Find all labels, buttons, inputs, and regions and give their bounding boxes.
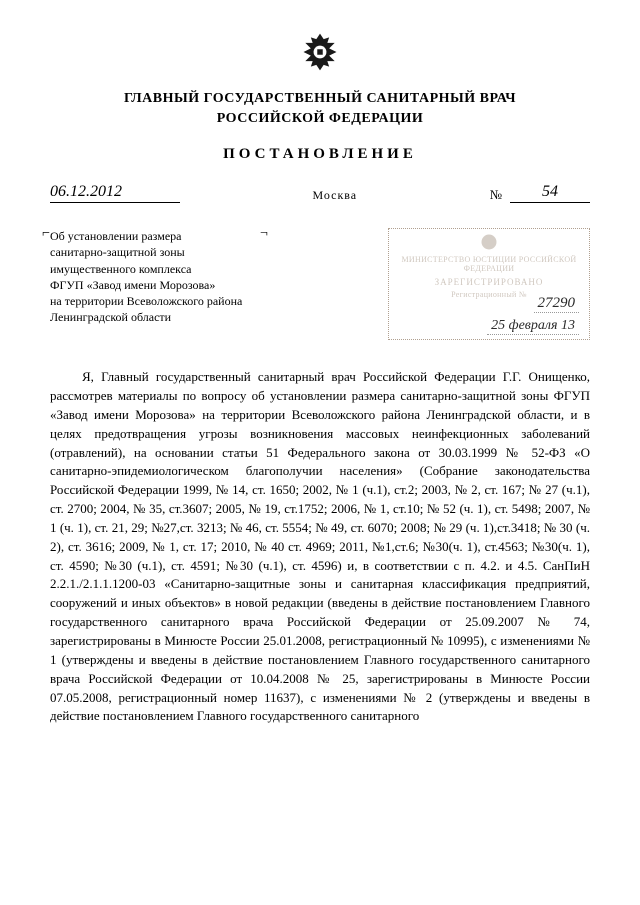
subject-line: санитарно-защитной зоны [50,244,300,260]
subject-line: имущественного комплекса [50,261,300,277]
document-type: ПОСТАНОВЛЕНИЕ [50,146,590,163]
stamp-registered-line: ЗАРЕГИСТРИРОВАНО [389,277,589,287]
page: ГЛАВНЫЙ ГОСУДАРСТВЕННЫЙ САНИТАРНЫЙ ВРАЧ … [0,0,640,746]
corner-bracket-icon: ¬ [260,225,268,244]
number-field: 54 [510,183,590,203]
stamp-ministry-line: МИНИСТЕРСТВО ЮСТИЦИИ РОССИЙСКОЙ ФЕДЕРАЦИ… [389,255,589,273]
stamp-reg-number: 27290 [534,295,580,313]
city-label: Москва [312,188,357,203]
body-text: Я, Главный государственный санитарный вр… [50,368,590,726]
subject-line: ФГУП «Завод имени Морозова» [50,277,300,293]
stamp-emblem-icon [389,229,589,255]
subject-box: ⌐ ¬ Об установлении размера санитарно-за… [50,228,300,325]
header-title-line2: РОССИЙСКОЙ ФЕДЕРАЦИИ [50,109,590,129]
number-label: № [490,187,502,203]
corner-bracket-icon: ⌐ [42,225,50,244]
number-wrap: № 54 [490,183,590,203]
header-title: ГЛАВНЫЙ ГОСУДАРСТВЕННЫЙ САНИТАРНЫЙ ВРАЧ … [50,89,590,128]
subject-stamp-row: ⌐ ¬ Об установлении размера санитарно-за… [50,228,590,340]
stamp-date: 25 февраля 13 [487,318,579,335]
subject-line: на территории Всеволожского района [50,293,300,309]
registration-stamp: МИНИСТЕРСТВО ЮСТИЦИИ РОССИЙСКОЙ ФЕДЕРАЦИ… [388,228,590,340]
date-field: 06.12.2012 [50,183,180,203]
subject-line: Ленинградской области [50,309,300,325]
state-emblem [50,30,590,79]
header-title-line1: ГЛАВНЫЙ ГОСУДАРСТВЕННЫЙ САНИТАРНЫЙ ВРАЧ [50,89,590,109]
meta-row: 06.12.2012 Москва № 54 [50,183,590,203]
